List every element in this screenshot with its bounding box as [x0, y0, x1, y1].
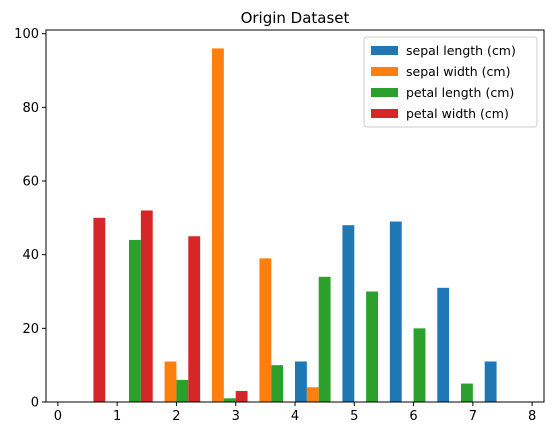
bar-series-0-bin-6 [342, 225, 355, 402]
legend-swatch-2 [371, 88, 398, 97]
bar-series-2-bin-1 [129, 239, 141, 402]
x-tick-label-7: 7 [469, 409, 477, 424]
chart-title: Origin Dataset [241, 9, 350, 27]
bar-series-2-bin-4 [271, 365, 284, 402]
legend-label-2: petal length (cm) [406, 85, 514, 100]
bar-series-0-bin-8 [437, 287, 450, 402]
legend-label-0: sepal length (cm) [406, 43, 516, 58]
bar-series-3-bin-1 [140, 210, 153, 402]
bar-series-2-bin-6 [366, 291, 378, 402]
x-tick-label-1: 1 [113, 409, 121, 424]
bar-series-2-bin-3 [223, 398, 236, 402]
bar-series-3-bin-0 [93, 217, 106, 402]
bar-series-0-bin-5 [295, 361, 307, 402]
x-tick-label-0: 0 [54, 409, 62, 424]
bar-series-2-bin-5 [318, 276, 331, 402]
bars-group [93, 48, 497, 403]
bar-series-2-bin-2 [176, 379, 189, 402]
legend-swatch-3 [371, 109, 398, 118]
bar-series-2-bin-8 [461, 383, 473, 402]
bar-series-3-bin-2 [188, 236, 201, 402]
y-tick-label-0: 0 [31, 396, 39, 411]
x-tick-label-5: 5 [350, 409, 358, 424]
y-tick-label-100: 100 [14, 27, 39, 42]
bar-series-2-bin-7 [413, 328, 426, 402]
legend-swatch-0 [371, 46, 398, 55]
bar-series-0-bin-7 [389, 221, 402, 402]
legend-box [363, 36, 538, 128]
x-tick-label-4: 4 [291, 409, 299, 424]
bar-series-1-bin-2 [164, 361, 177, 402]
bar-series-3-bin-3 [235, 390, 248, 402]
legend-label-1: sepal width (cm) [406, 64, 510, 79]
bar-series-0-bin-9 [484, 361, 497, 402]
x-tick-label-2: 2 [172, 409, 180, 424]
legend-swatch-1 [371, 67, 398, 76]
legend: sepal length (cm) sepal width (cm) petal l… [363, 36, 538, 128]
bar-series-1-bin-5 [306, 387, 319, 402]
y-tick-label-60: 60 [22, 175, 39, 190]
y-tick-label-20: 20 [22, 322, 39, 337]
bar-series-1-bin-3 [212, 48, 224, 403]
y-tick-label-80: 80 [22, 101, 39, 116]
x-tick-label-6: 6 [409, 409, 417, 424]
x-tick-label-3: 3 [232, 409, 240, 424]
x-tick-label-8: 8 [528, 409, 536, 424]
bar-series-1-bin-4 [259, 258, 272, 402]
y-tick-label-40: 40 [22, 248, 39, 263]
legend-label-3: petal width (cm) [406, 106, 509, 121]
